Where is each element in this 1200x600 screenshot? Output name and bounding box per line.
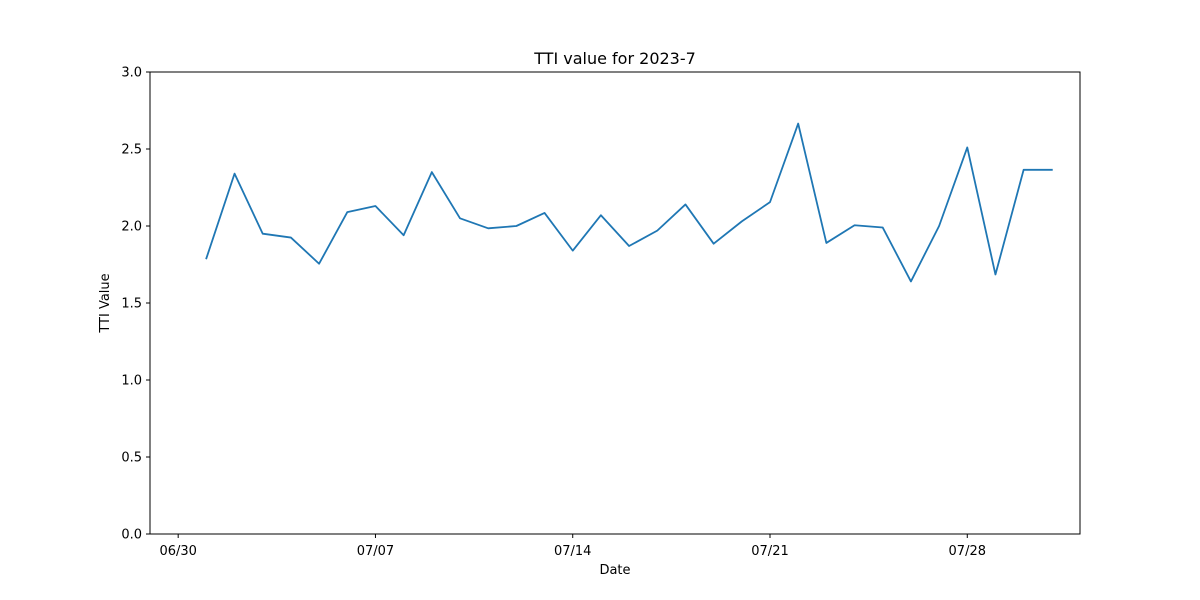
x-tick-label: 07/21 — [751, 544, 788, 559]
y-axis: 0.0 0.5 1.0 1.5 2.0 2.5 3.0 — [121, 66, 150, 543]
x-tick-label: 07/28 — [949, 544, 986, 559]
y-tick-label: 1.0 — [121, 374, 142, 389]
series-line — [205, 122, 1053, 283]
plot-area — [205, 122, 1053, 283]
x-axis-label: Date — [599, 563, 630, 578]
x-tick-label: 06/30 — [159, 544, 196, 559]
chart-title: TTI value for 2023-7 — [533, 49, 696, 68]
x-tick-label: 07/14 — [554, 544, 591, 559]
y-axis-label: TTI Value — [98, 273, 113, 333]
y-tick-label: 3.0 — [121, 66, 142, 81]
y-tick-label: 0.0 — [121, 528, 142, 543]
x-axis: 06/30 07/07 07/14 07/21 07/28 — [159, 534, 986, 559]
x-tick-label: 07/07 — [357, 544, 394, 559]
y-tick-label: 2.0 — [121, 220, 142, 235]
y-tick-label: 1.5 — [121, 297, 142, 312]
y-tick-label: 2.5 — [121, 143, 142, 158]
y-tick-label: 0.5 — [121, 451, 142, 466]
plot-frame — [149, 71, 1081, 535]
